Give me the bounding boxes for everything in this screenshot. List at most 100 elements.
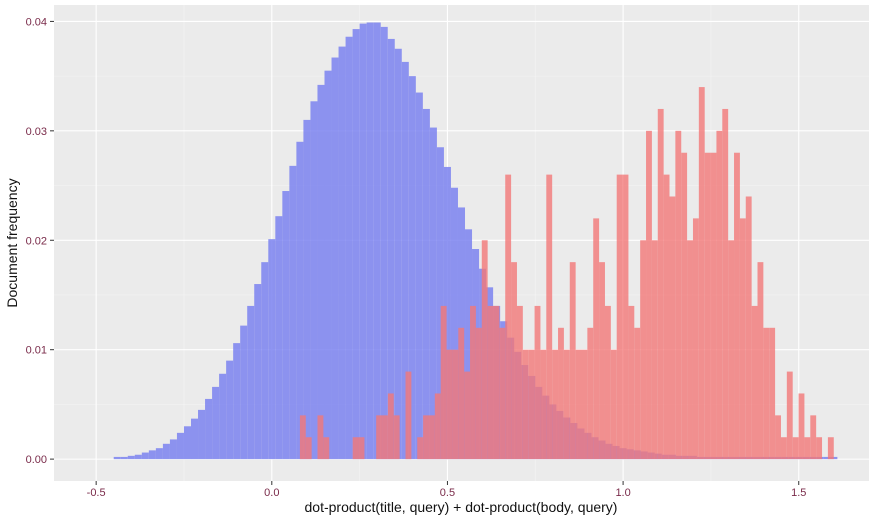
histogram-bar-series-1 [380, 26, 388, 460]
histogram-bar-series-1 [233, 343, 241, 460]
x-tick-label: -0.5 [87, 487, 106, 499]
histogram-bar-series-2 [516, 305, 523, 460]
histogram-bar-series-1 [134, 454, 142, 460]
histogram-bar-series-2 [704, 152, 711, 460]
histogram-bar-series-2 [769, 327, 776, 460]
histogram-bars [113, 22, 838, 460]
histogram-bar-series-2 [763, 327, 770, 460]
histogram-bar-series-1 [205, 398, 213, 460]
histogram-bar-series-2 [798, 393, 805, 460]
histogram-bar-series-1 [127, 455, 135, 460]
y-tick-label: 0.00 [26, 454, 47, 466]
histogram-bar-series-1 [240, 325, 248, 460]
histogram-bar-series-2 [757, 262, 764, 460]
histogram-bar-series-2 [681, 152, 688, 460]
histogram-bar-series-2 [751, 305, 758, 460]
histogram-bar-series-1 [450, 187, 458, 460]
y-axis-title: Document frequency [4, 178, 20, 307]
histogram-bar-series-1 [219, 373, 227, 460]
x-tick-label: 0.0 [264, 487, 279, 499]
histogram-bar-series-1 [366, 22, 374, 460]
histogram-bar-series-1 [113, 456, 121, 460]
x-axis-title: dot-product(title, query) + dot-product(… [305, 499, 618, 515]
y-axis-ticks: 0.00 0.01 0.02 0.03 0.04 [26, 16, 54, 466]
histogram-bar-series-2 [428, 415, 435, 460]
histogram-bar-series-1 [254, 284, 262, 460]
histogram-bar-series-1 [141, 452, 149, 460]
histogram-bar-series-1 [422, 108, 430, 460]
histogram-bar-series-2 [423, 415, 429, 460]
histogram-bar-series-1 [331, 57, 339, 460]
histogram-bar-series-1 [226, 360, 234, 460]
histogram-bar-series-2 [522, 349, 529, 460]
histogram-bar-series-1 [162, 443, 170, 460]
histogram-bar-series-1 [303, 119, 311, 460]
histogram-bar-series-2 [487, 305, 494, 460]
histogram-bar-series-2 [792, 437, 799, 460]
histogram-bar-series-2 [470, 305, 476, 460]
histogram-bar-series-1 [324, 70, 332, 460]
histogram-bar-series-2 [382, 415, 388, 460]
histogram-bar-series-2 [540, 349, 547, 460]
histogram-bar-series-2 [804, 437, 811, 460]
histogram-bar-series-2 [599, 262, 605, 460]
histogram-bar-series-2 [581, 349, 588, 460]
y-tick-label: 0.02 [26, 235, 47, 247]
histogram-bar-series-1 [373, 22, 381, 460]
histogram-bar-series-1 [310, 101, 318, 460]
histogram-bar-series-2 [552, 349, 559, 460]
histogram-bar-series-2 [646, 130, 652, 460]
histogram-bar-series-2 [786, 371, 793, 460]
histogram-bar-series-1 [436, 147, 444, 460]
histogram-bar-series-2 [569, 262, 576, 460]
histogram-bar-series-2 [663, 174, 670, 460]
histogram-bar-series-1 [191, 418, 199, 460]
histogram-bar-series-2 [734, 152, 740, 460]
histogram-bar-series-2 [434, 393, 441, 460]
histogram-bar-series-2 [722, 108, 729, 460]
x-tick-label: 0.5 [440, 487, 455, 499]
histogram-bar-series-2 [587, 327, 594, 460]
y-tick-label: 0.03 [26, 126, 47, 138]
histogram-bar-series-2 [816, 437, 823, 460]
histogram-bar-series-2 [499, 327, 506, 460]
histogram-bar-series-2 [692, 218, 699, 460]
histogram-bar-series-2 [475, 327, 482, 460]
histogram-bar-series-1 [183, 426, 192, 460]
y-tick-label: 0.01 [26, 345, 47, 357]
histogram-bar-series-2 [716, 130, 723, 460]
histogram-bar-series-2 [305, 437, 312, 460]
histogram-bar-series-1 [401, 61, 409, 460]
x-tick-label: 1.0 [615, 487, 630, 499]
histogram-bar-series-2 [622, 174, 629, 460]
histogram-bar-series-2 [546, 174, 553, 460]
histogram-bar-series-1 [317, 84, 325, 460]
histogram-bar-series-2 [317, 415, 324, 460]
histogram-bar-series-1 [387, 38, 395, 460]
histogram-bar-series-2 [657, 108, 664, 460]
histogram-bar-series-2 [481, 240, 488, 460]
histogram-bar-series-1 [345, 36, 353, 460]
histogram-bar-series-1 [212, 386, 220, 460]
histogram-bar-series-2 [651, 240, 658, 460]
histogram-bar-series-1 [268, 239, 276, 460]
histogram-bar-series-2 [728, 240, 735, 460]
histogram-bar-series-2 [558, 327, 564, 460]
histogram-bar-series-1 [261, 262, 269, 460]
histogram-bar-series-2 [575, 349, 582, 460]
histogram-bar-series-1 [830, 456, 838, 460]
histogram-bar-series-2 [405, 371, 412, 460]
histogram-bar-series-1 [289, 165, 297, 460]
histogram-bar-series-2 [352, 437, 359, 460]
histogram-bar-series-1 [823, 456, 831, 460]
x-axis-ticks: -0.5 0.0 0.5 1.0 1.5 [87, 481, 806, 499]
histogram-bar-series-1 [247, 305, 255, 460]
histogram-bar-series-2 [675, 130, 682, 460]
histogram-bar-series-2 [634, 327, 641, 460]
histogram-bar-series-2 [446, 349, 453, 460]
histogram-bar-series-2 [610, 349, 617, 460]
histogram-bar-series-1 [296, 141, 304, 460]
histogram-bar-series-2 [775, 415, 781, 460]
histogram-bar-series-2 [464, 371, 471, 460]
